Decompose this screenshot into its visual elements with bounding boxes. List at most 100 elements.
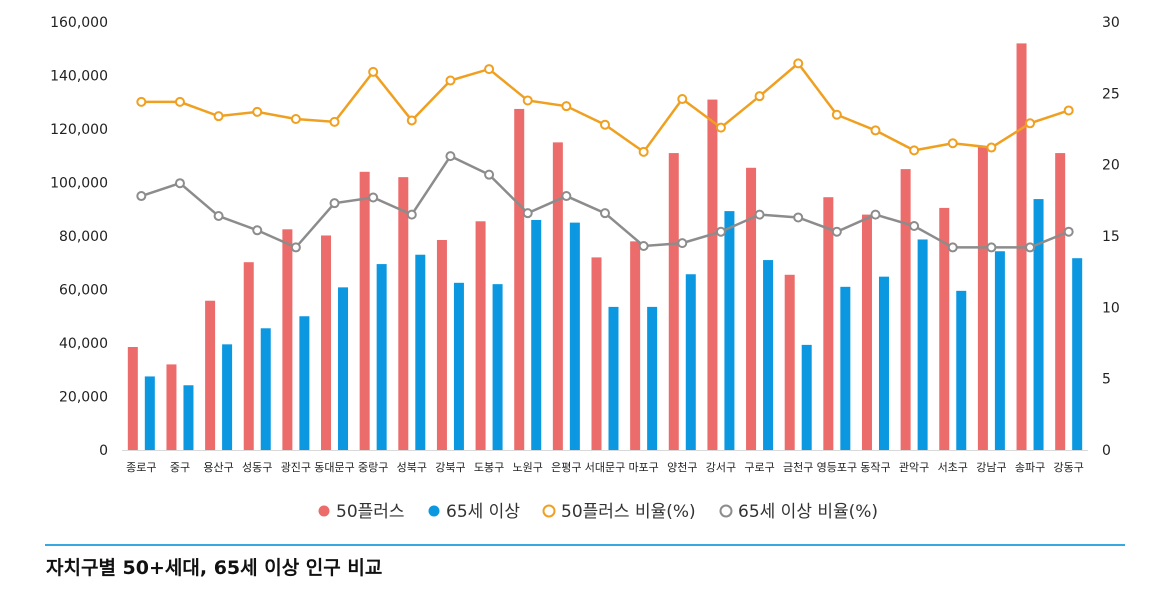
point-50plus-ratio — [1025, 118, 1036, 129]
point-65plus-ratio — [947, 242, 958, 253]
point-50plus-ratio — [213, 111, 224, 122]
x-category-label: 송파구 — [1015, 461, 1045, 474]
x-category-label: 금천구 — [783, 460, 813, 474]
point-65plus-ratio — [406, 209, 417, 220]
y-left-tick-label: 160,000 — [50, 15, 108, 31]
bar-65plus — [647, 306, 658, 450]
bar-65plus — [763, 260, 774, 450]
y-right-tick-label: 0 — [1102, 443, 1111, 459]
bar-65plus — [878, 276, 889, 450]
bar-65plus — [608, 306, 619, 450]
legend-marker — [542, 504, 556, 518]
point-65plus-ratio — [368, 192, 379, 203]
bar-65plus — [338, 287, 349, 450]
point-50plus-ratio — [947, 138, 958, 149]
bar-65plus — [840, 286, 851, 450]
point-50plus-ratio — [252, 106, 263, 117]
line-50plus-ratio — [141, 61, 1070, 154]
point-50plus-ratio — [1063, 105, 1074, 116]
point-65plus-ratio — [870, 209, 881, 220]
point-50plus-ratio — [484, 64, 495, 75]
bar-50plus — [591, 257, 602, 450]
x-category-label: 구로구 — [744, 461, 774, 474]
y-right-tick-label: 15 — [1102, 229, 1120, 245]
bars — [127, 43, 1083, 451]
legend: 50플러스 65세 이상 50플러스 비율(%) 65세 이상 비율(%) — [318, 502, 878, 522]
point-50plus-ratio — [445, 75, 456, 86]
bar-50plus — [436, 240, 447, 450]
point-50plus-ratio — [831, 109, 842, 120]
point-65plus-ratio — [174, 178, 185, 189]
bar-50plus — [321, 235, 332, 450]
bar-65plus — [222, 344, 233, 450]
point-50plus-ratio — [329, 116, 340, 127]
point-65plus-ratio — [715, 226, 726, 237]
point-50plus-ratio — [522, 95, 533, 106]
x-category-label: 중구 — [170, 461, 190, 474]
x-category-label: 도봉구 — [474, 461, 504, 474]
bar-50plus — [861, 214, 872, 450]
line-65plus-ratio — [140, 154, 1070, 249]
x-category-label: 은평구 — [551, 461, 581, 474]
divider-line — [45, 544, 1125, 546]
x-category-label: 동작구 — [860, 461, 890, 474]
bar-65plus — [724, 211, 735, 450]
bar-50plus — [166, 364, 177, 450]
bar-65plus — [492, 284, 503, 450]
y-left-tick-label: 0 — [99, 443, 108, 459]
y-right-tick-label: 5 — [1102, 372, 1111, 388]
bar-50plus — [475, 221, 486, 450]
point-50plus-ratio — [406, 115, 417, 126]
y-left-tick-label: 80,000 — [59, 229, 108, 245]
y-left-tick-label: 60,000 — [59, 283, 108, 299]
point-65plus-ratio — [445, 151, 456, 162]
point-65plus-ratio — [522, 208, 533, 219]
x-category-label: 중랑구 — [358, 461, 388, 474]
x-category-label: 강서구 — [706, 461, 736, 474]
bar-65plus — [415, 254, 426, 450]
point-50plus-ratio — [909, 145, 920, 156]
bar-65plus — [685, 274, 696, 450]
point-65plus-ratio — [561, 191, 572, 202]
point-65plus-ratio — [329, 198, 340, 209]
y-right-tick-label: 25 — [1102, 86, 1120, 102]
point-65plus-ratio — [754, 209, 765, 220]
x-category-label: 광진구 — [281, 461, 311, 474]
point-50plus-ratio — [600, 119, 610, 130]
bar-65plus — [956, 290, 967, 450]
chart-caption: 자치구별 50+세대, 65세 이상 인구 비교 — [46, 557, 383, 579]
bar-50plus — [282, 229, 293, 450]
bar-65plus — [260, 328, 271, 450]
point-65plus-ratio — [677, 238, 688, 249]
bar-50plus — [127, 347, 138, 450]
y-left-tick-label: 120,000 — [50, 122, 108, 138]
point-65plus-ratio — [793, 212, 804, 223]
category-labels: 종로구 중구 용산구 성동구 광진구 동대문구 중랑구 성북구 강북구 도봉구 노원구 은평구 서대문구… — [126, 460, 1084, 474]
bar-65plus — [183, 385, 194, 450]
bar-50plus — [900, 169, 911, 450]
combo-chart: 0 20,000 40,000 60,000 80,000 100,000 120,000 1… — [50, 15, 1120, 522]
lines — [136, 58, 1074, 253]
bar-50plus — [823, 197, 834, 450]
bar-50plus — [707, 99, 718, 450]
x-category-label: 영등포구 — [817, 461, 857, 474]
axes: 0 20,000 40,000 60,000 80,000 100,000 120,000 1… — [50, 15, 1120, 459]
legend-entry: 50플러스 비율(%) — [561, 502, 696, 522]
point-50plus-ratio — [136, 96, 147, 107]
bar-65plus — [531, 219, 542, 450]
point-50plus-ratio — [368, 66, 379, 77]
bar-65plus — [1033, 199, 1044, 450]
point-50plus-ratio — [174, 96, 185, 107]
x-category-label: 강북구 — [435, 461, 465, 474]
bar-50plus — [1055, 153, 1066, 450]
y-right-tick-label: 10 — [1102, 300, 1120, 316]
y-left-tick-label: 100,000 — [50, 176, 108, 192]
point-65plus-ratio — [909, 221, 920, 232]
point-50plus-ratio — [638, 146, 649, 157]
point-65plus-ratio — [290, 242, 301, 253]
point-50plus-ratio — [561, 101, 572, 112]
bar-65plus — [299, 316, 310, 450]
x-category-label: 노원구 — [513, 461, 543, 474]
x-category-label: 강남구 — [976, 461, 1006, 474]
bar-50plus — [552, 142, 563, 450]
